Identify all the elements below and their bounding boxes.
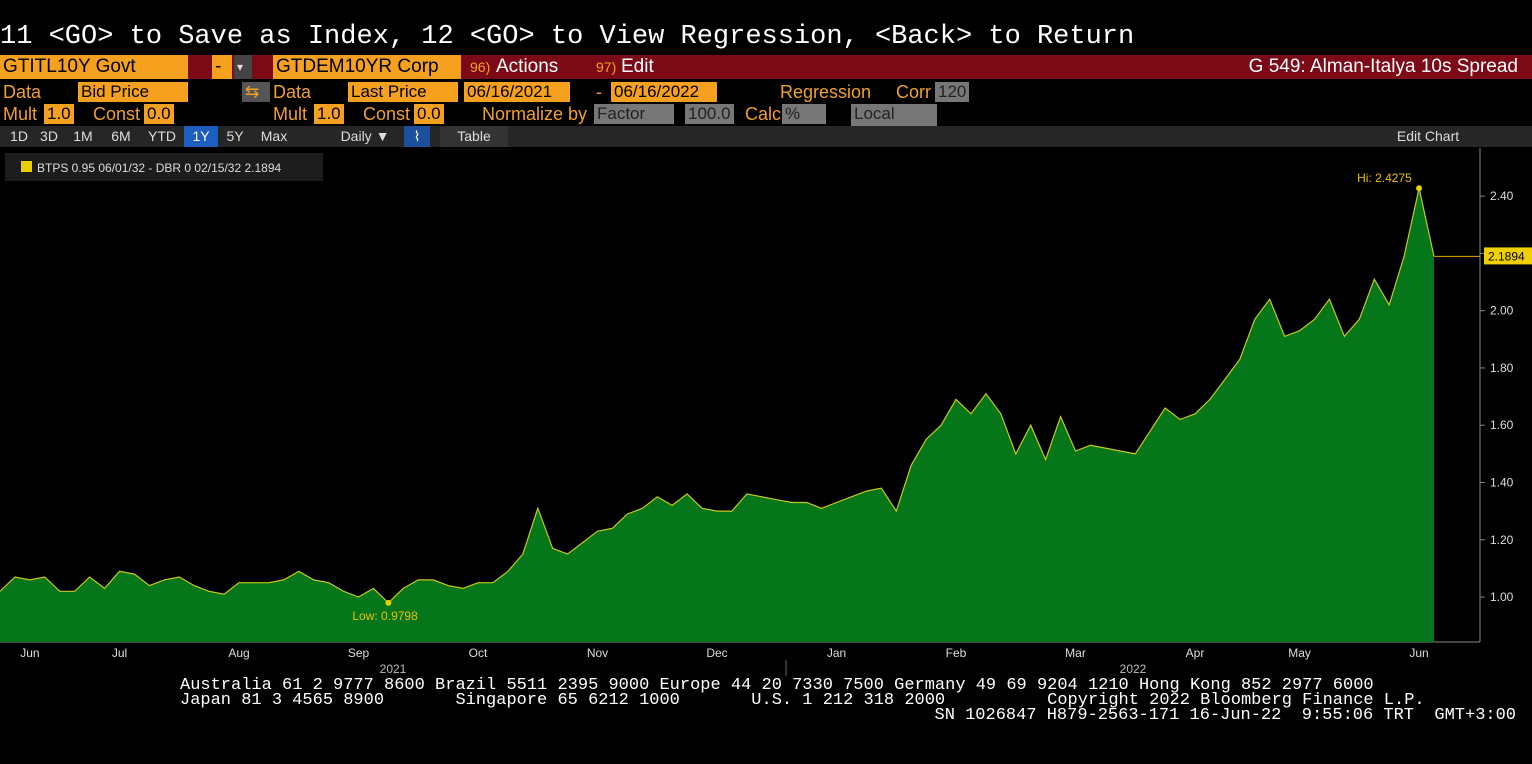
x-tick-label: Oct [469, 646, 488, 660]
label: Data [273, 82, 312, 102]
x-tick-label: Dec [706, 646, 727, 660]
range-tab[interactable]: 1D [10, 128, 28, 144]
dash: - [596, 82, 602, 102]
x-tick-label: May [1288, 646, 1311, 660]
x-tick-label: Apr [1186, 646, 1205, 660]
swap-button[interactable]: ⇆ [242, 82, 270, 102]
legend-box [5, 153, 323, 181]
operator[interactable]: - [212, 55, 232, 79]
menu-number: 96) [470, 59, 491, 75]
y-tick-label: 2.40 [1490, 189, 1514, 203]
x-tick-label: Aug [228, 646, 249, 660]
x-tick-label: Jun [20, 646, 39, 660]
checkbox-label[interactable]: Corr [896, 82, 931, 102]
range-tab[interactable]: 3D [40, 128, 58, 144]
label: Const [93, 104, 141, 124]
label: Calc [745, 104, 782, 124]
chart-icon[interactable]: ⌇ [404, 126, 430, 147]
legend-swatch [21, 161, 32, 172]
label: Mult [273, 104, 308, 124]
checkbox-label[interactable]: Normalize by [482, 104, 588, 124]
x-tick-label: Mar [1065, 646, 1086, 660]
range-tab[interactable]: Max [260, 128, 288, 144]
mult-input[interactable]: 1.0 [44, 104, 74, 124]
command-line: 11 <GO> to Save as Index, 12 <GO> to Vie… [0, 22, 1135, 52]
security-input[interactable]: GTDEM10YR Corp [273, 55, 461, 79]
security-input[interactable]: GTITL10Y Govt [0, 55, 188, 79]
calc-select[interactable]: % [782, 104, 826, 124]
toolbar [0, 55, 1532, 79]
high-point [1416, 185, 1423, 192]
line [0, 188, 1435, 604]
field-select[interactable]: Last Price [348, 82, 458, 102]
tab-row [0, 126, 1532, 147]
x-tick-label: Nov [587, 646, 608, 660]
last-value-box [1484, 247, 1532, 265]
edit-chart-button[interactable]: Edit Chart [1396, 128, 1460, 144]
legend-entry: BTPS 0.95 06/01/32 - DBR 0 02/15/32 2.18… [37, 161, 281, 175]
screen-title: G 549: Alman-Italya 10s Spread [1248, 56, 1518, 77]
y-tick-label: 2.00 [1490, 304, 1514, 318]
x-tick-label: Feb [946, 646, 967, 660]
footer-line: Japan 81 3 4565 8900 Singapore 65 6212 1… [180, 691, 1425, 710]
const-input[interactable]: 0.0 [414, 104, 444, 124]
end-date[interactable]: 06/16/2022 [611, 82, 717, 102]
checkbox-label[interactable]: Regression [780, 82, 872, 102]
dropdown[interactable]: ▾ [234, 55, 252, 79]
factor-input[interactable]: 100.0 [685, 104, 734, 124]
label: Mult [3, 104, 38, 124]
mult-input[interactable]: 1.0 [314, 104, 344, 124]
footer-line: SN 1026847 H879-2563-171 16-Jun-22 9:55:… [934, 706, 1517, 725]
low-point [385, 599, 392, 606]
range-tab[interactable]: 6M [111, 128, 131, 144]
x-tick-label: Jun [1409, 646, 1428, 660]
range-tab[interactable]: 1Y [184, 126, 218, 147]
field-select[interactable]: Bid Price [78, 82, 188, 102]
corr-input[interactable]: 120 [935, 82, 970, 102]
menu-number: 97) [596, 59, 617, 75]
range-tab[interactable]: 5Y [226, 128, 244, 144]
range-tab[interactable]: YTD [148, 128, 176, 144]
actions-menu[interactable]: Actions [496, 56, 559, 77]
year-label: 2022 [1120, 662, 1147, 676]
label: Const [363, 104, 411, 124]
frequency-select[interactable]: Daily ▼ [340, 128, 390, 144]
x-tick-label: Jul [112, 646, 127, 660]
x-tick-label: Jan [827, 646, 846, 660]
range-tab[interactable]: 1M [73, 128, 93, 144]
y-tick-label: 1.00 [1490, 590, 1514, 604]
table-button[interactable]: Table [440, 126, 508, 147]
const-input[interactable]: 0.0 [144, 104, 174, 124]
edit-menu[interactable]: Edit [621, 56, 654, 77]
y-tick-label: 1.40 [1490, 475, 1514, 489]
year-label: 2021 [380, 662, 407, 676]
y-tick-label: 1.60 [1490, 418, 1514, 432]
y-tick-label: 1.20 [1490, 533, 1514, 547]
area [0, 188, 1434, 642]
last-value-label: 2.1894 [1488, 249, 1525, 263]
high-label: Hi: 2.4275 [1357, 171, 1412, 185]
start-date[interactable]: 06/16/2021 [464, 82, 570, 102]
x-tick-label: Sep [348, 646, 370, 660]
low-label: Low: 0.9798 [352, 609, 418, 623]
footer-line: Australia 61 2 9777 8600 Brazil 5511 239… [180, 676, 1374, 695]
factor-select[interactable]: Factor [594, 104, 674, 124]
y-tick-label: 1.80 [1490, 361, 1514, 375]
label: Data [3, 82, 42, 102]
